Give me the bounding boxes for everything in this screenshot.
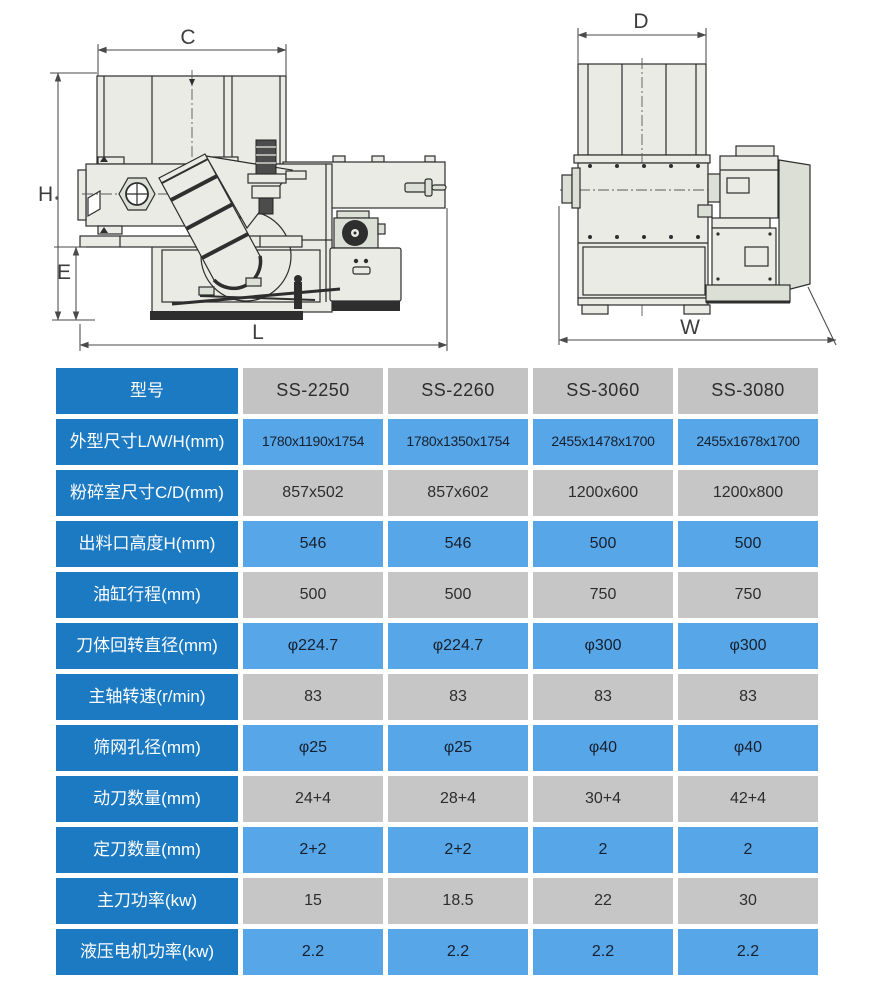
- side-body: [560, 162, 713, 315]
- cell-value: 1200x600: [533, 470, 673, 516]
- row-label: 动刀数量(mm): [56, 776, 238, 822]
- row-label: 主刀功率(kw): [56, 878, 238, 924]
- cell-value: 1780x1350x1754: [388, 419, 528, 465]
- cell-value: 83: [678, 674, 818, 720]
- dim-label-c: C: [180, 26, 195, 49]
- dim-label-e: E: [57, 261, 71, 284]
- cell-value: φ300: [533, 623, 673, 669]
- cell-value: 30: [678, 878, 818, 924]
- model-column-header: SS-2250: [243, 368, 383, 414]
- cell-value: φ25: [243, 725, 383, 771]
- hydraulic-motor-tank: [329, 210, 402, 311]
- machine-technical-drawing: C H E L: [38, 10, 837, 351]
- row-label: 外型尺寸L/W/H(mm): [56, 419, 238, 465]
- row-label: 主轴转速(r/min): [56, 674, 238, 720]
- cell-value: φ224.7: [243, 623, 383, 669]
- cell-value: 2.2: [678, 929, 818, 975]
- cell-value: 2.2: [388, 929, 528, 975]
- cell-value: 2: [533, 827, 673, 873]
- hydraulic-jack: [247, 139, 307, 215]
- cell-value: 857x602: [388, 470, 528, 516]
- cell-value: 24+4: [243, 776, 383, 822]
- cell-value: 83: [388, 674, 528, 720]
- spec-table: 型号 SS-2250 SS-2260 SS-3060 SS-3080 外型尺寸L…: [56, 368, 818, 975]
- dim-label-h: H: [38, 183, 53, 206]
- cell-value: 1780x1190x1754: [243, 419, 383, 465]
- cell-value: 83: [243, 674, 383, 720]
- cell-value: 2+2: [243, 827, 383, 873]
- cell-value: 2455x1478x1700: [533, 419, 673, 465]
- cell-value: 546: [243, 521, 383, 567]
- side-dimensions: D W: [558, 10, 837, 346]
- cell-value: 2.2: [243, 929, 383, 975]
- cell-value: 18.5: [388, 878, 528, 924]
- row-label: 油缸行程(mm): [56, 572, 238, 618]
- output-shaft-key: [404, 178, 447, 197]
- dim-label-l: L: [252, 321, 264, 344]
- dim-label-w: W: [680, 316, 700, 339]
- cell-value: 83: [533, 674, 673, 720]
- model-column-header: SS-2260: [388, 368, 528, 414]
- cell-value: 750: [533, 572, 673, 618]
- front-hopper: [96, 70, 287, 218]
- cell-value: 750: [678, 572, 818, 618]
- row-label: 定刀数量(mm): [56, 827, 238, 873]
- cell-value: 15: [243, 878, 383, 924]
- dim-label-d: D: [633, 10, 648, 33]
- cell-value: 546: [388, 521, 528, 567]
- cell-value: 42+4: [678, 776, 818, 822]
- cell-value: φ25: [388, 725, 528, 771]
- front-dimensions: C H E L: [38, 26, 448, 351]
- cell-value: φ224.7: [388, 623, 528, 669]
- cell-value: 22: [533, 878, 673, 924]
- cell-value: 30+4: [533, 776, 673, 822]
- cell-value: 2: [678, 827, 818, 873]
- row-label: 刀体回转直径(mm): [56, 623, 238, 669]
- cell-value: 500: [533, 521, 673, 567]
- row-label: 出料口高度H(mm): [56, 521, 238, 567]
- cell-value: 857x502: [243, 470, 383, 516]
- front-view-drawing: C H E L: [38, 26, 448, 351]
- model-column-header: SS-3060: [533, 368, 673, 414]
- row-label: 筛网孔径(mm): [56, 725, 238, 771]
- cell-value: 500: [388, 572, 528, 618]
- cell-value: 500: [243, 572, 383, 618]
- cell-value: φ40: [533, 725, 673, 771]
- cell-value: 28+4: [388, 776, 528, 822]
- cell-value: φ300: [678, 623, 818, 669]
- cell-value: 1200x800: [678, 470, 818, 516]
- cell-value: 2.2: [533, 929, 673, 975]
- side-view-drawing: D W: [558, 10, 837, 346]
- row-label: 粉碎室尺寸C/D(mm): [56, 470, 238, 516]
- rotor-shaft-end: [561, 174, 573, 204]
- cell-value: 500: [678, 521, 818, 567]
- motor-plate: [778, 159, 811, 293]
- model-column-header: SS-3080: [678, 368, 818, 414]
- row-label: 液压电机功率(kw): [56, 929, 238, 975]
- cell-value: 2+2: [388, 827, 528, 873]
- cell-value: 2455x1678x1700: [678, 419, 818, 465]
- side-drive-assembly: [705, 145, 811, 304]
- cell-value: φ40: [678, 725, 818, 771]
- table-header-model: 型号: [56, 368, 238, 414]
- front-base: [150, 275, 341, 320]
- side-hopper: [573, 58, 711, 316]
